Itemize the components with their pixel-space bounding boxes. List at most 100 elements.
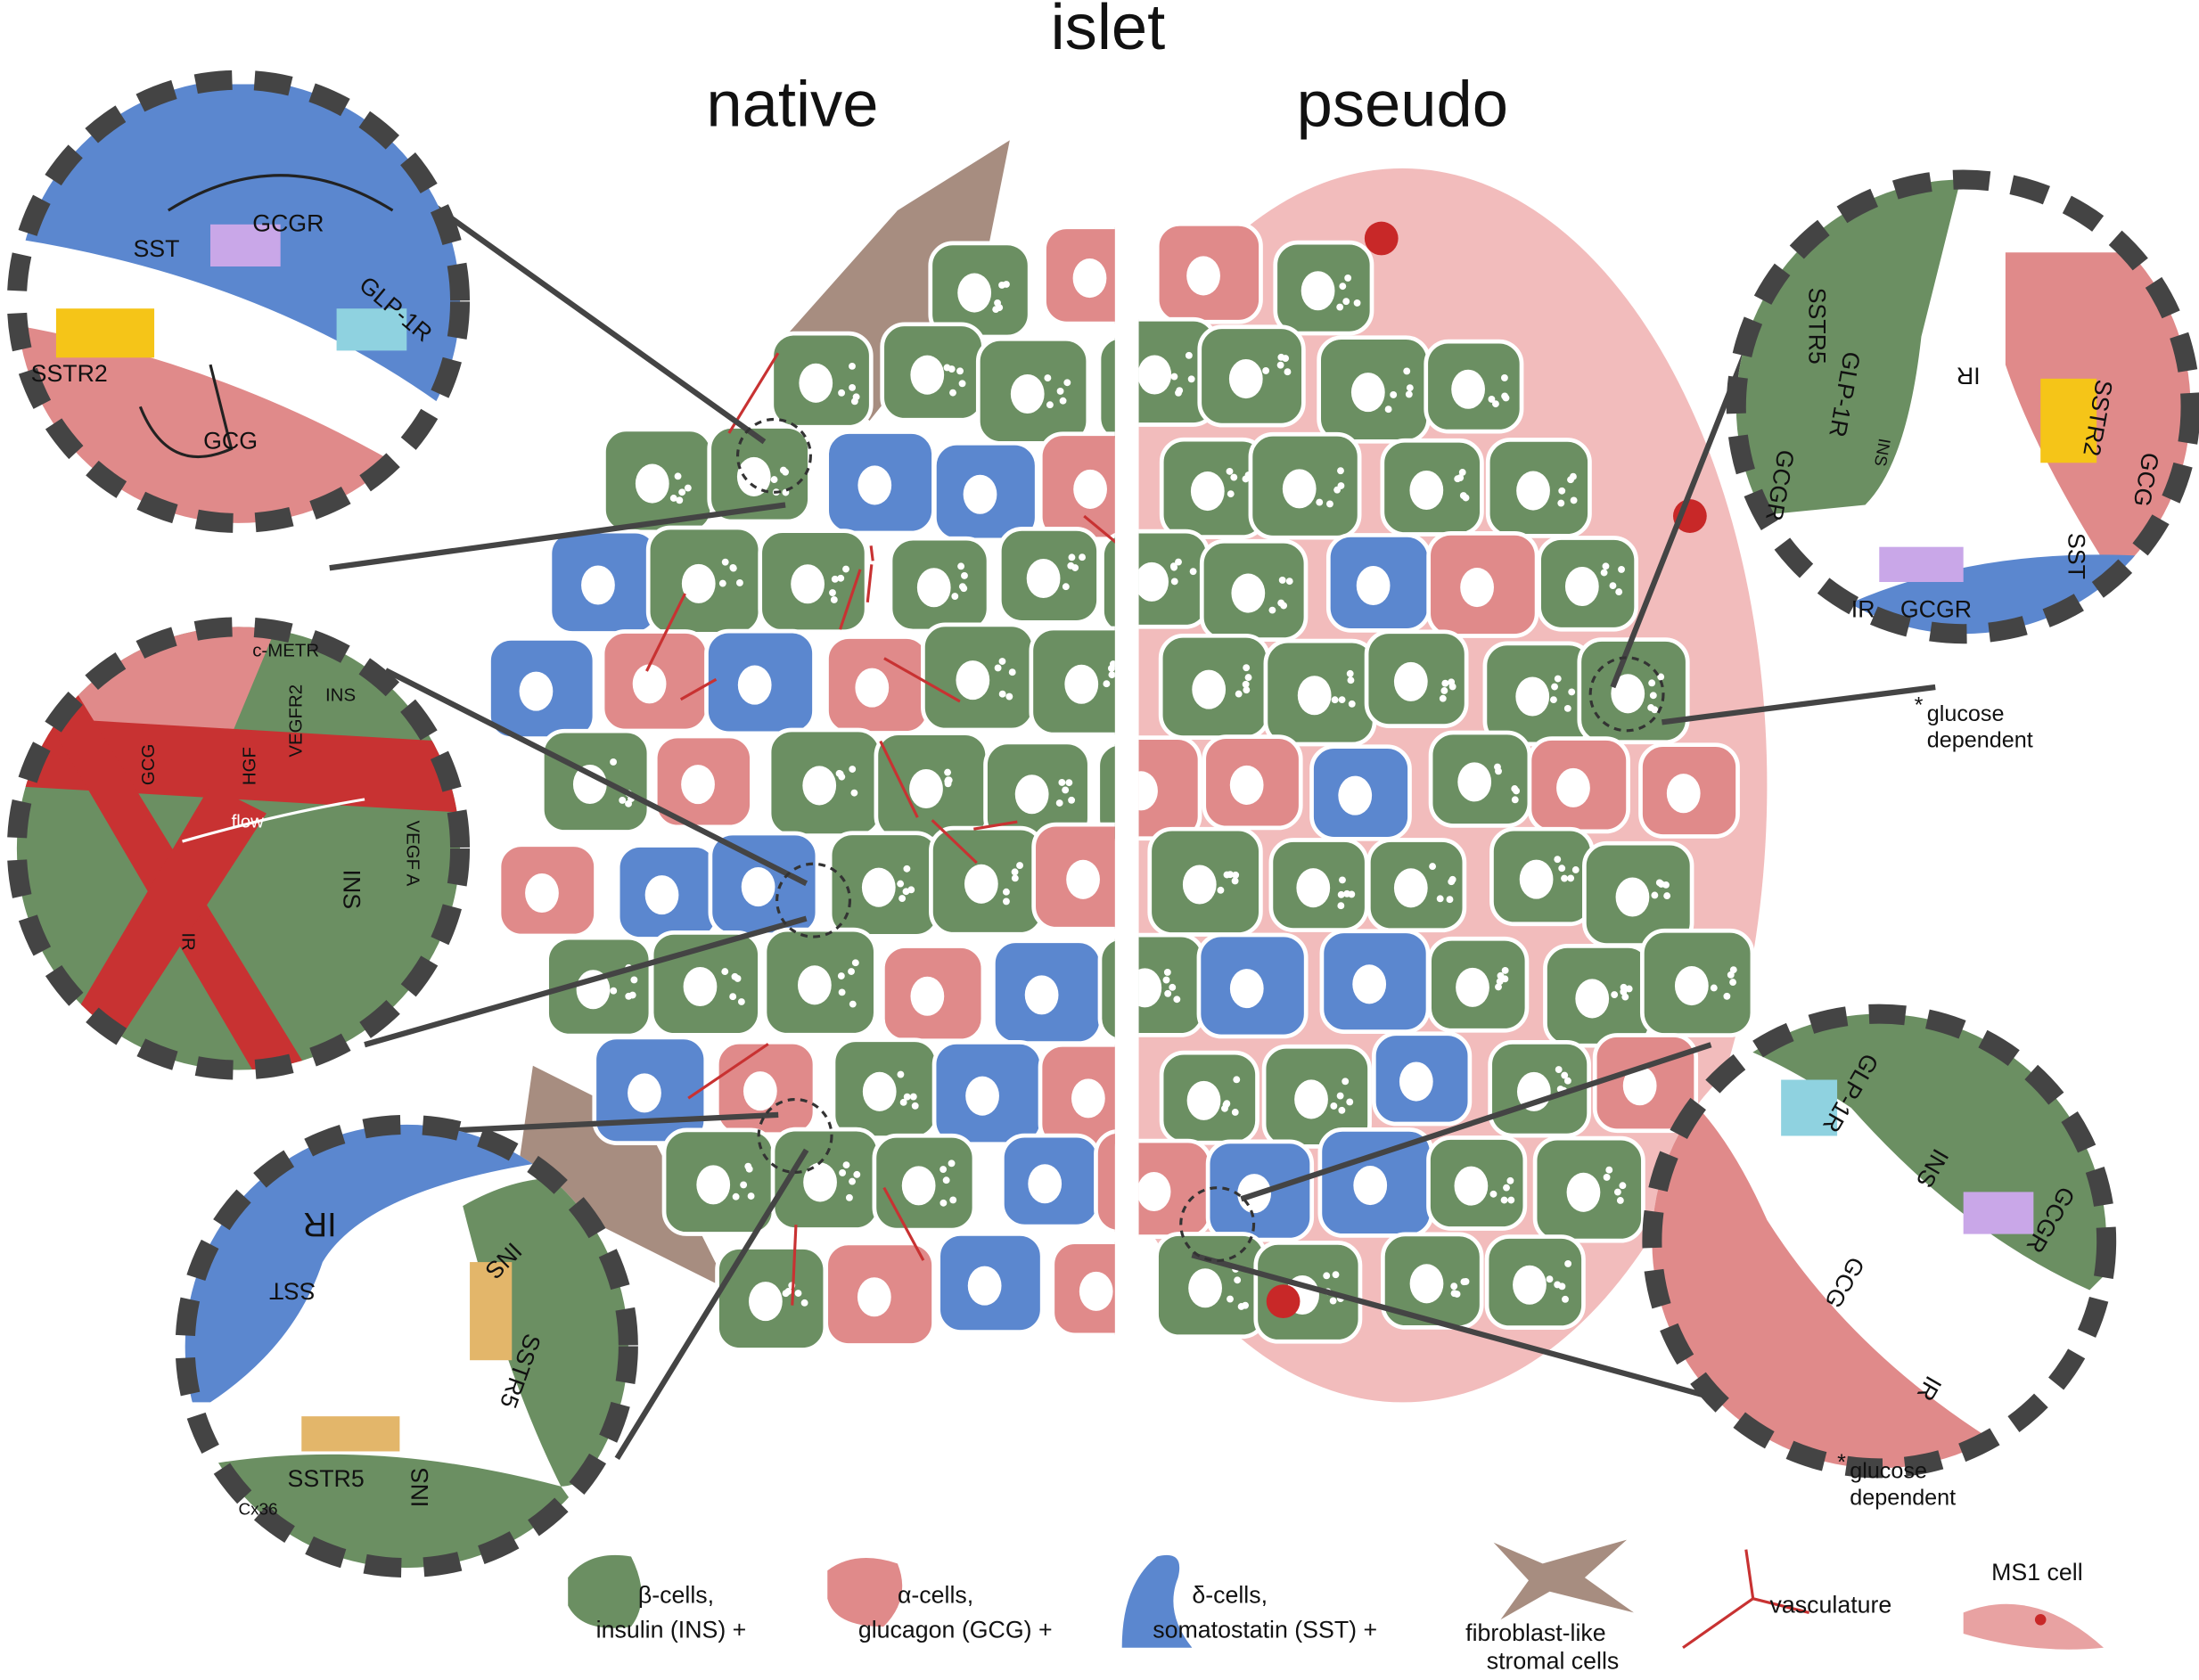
granule <box>1332 1271 1340 1279</box>
nucleus <box>964 864 998 904</box>
granule <box>1336 303 1344 311</box>
granule <box>898 895 907 903</box>
granule <box>1062 583 1070 591</box>
granule <box>1235 690 1243 698</box>
label: SSTR5 <box>1804 288 1831 365</box>
granule <box>1175 558 1182 566</box>
granule <box>1044 374 1052 382</box>
nucleus <box>1513 1265 1547 1305</box>
granule <box>740 1181 748 1189</box>
nucleus <box>1190 471 1225 512</box>
granule <box>903 1093 911 1101</box>
cell <box>1100 533 1115 634</box>
cell <box>1138 735 1202 841</box>
granule <box>830 596 838 603</box>
granule <box>1103 680 1111 688</box>
nucleus <box>1515 676 1550 717</box>
nucleus <box>1182 865 1217 905</box>
granule <box>1242 1301 1250 1309</box>
footnote: glucose <box>1927 701 2005 726</box>
granule <box>960 585 968 593</box>
legend-label: α-cells, <box>898 1581 973 1608</box>
granule <box>1189 568 1197 576</box>
granule <box>1561 1071 1569 1079</box>
granule <box>610 987 618 995</box>
nucleus <box>910 976 945 1016</box>
nucleus <box>957 273 992 313</box>
granule <box>721 968 729 976</box>
granule <box>1336 1092 1344 1100</box>
granule <box>849 1000 857 1008</box>
label: INS <box>338 870 365 910</box>
granule <box>1489 1190 1497 1198</box>
granule <box>1500 1196 1508 1204</box>
granule <box>849 766 857 773</box>
granule <box>1337 890 1345 898</box>
granule <box>1648 679 1656 687</box>
nucleus <box>644 875 679 915</box>
vessel <box>973 820 1018 831</box>
granule <box>848 968 855 975</box>
granule <box>951 593 959 600</box>
granule <box>734 974 742 982</box>
granule <box>1502 394 1510 402</box>
legend-label: δ-cells, <box>1192 1581 1268 1608</box>
nucleus <box>1294 1079 1328 1119</box>
vessel <box>883 657 961 703</box>
granule <box>1163 968 1171 976</box>
inset-border <box>6 617 471 1080</box>
nucleus <box>1138 1171 1171 1211</box>
granule <box>961 571 968 579</box>
label: IR <box>178 932 199 950</box>
nucleus <box>855 668 890 708</box>
granule <box>1056 388 1064 395</box>
nucleus <box>628 1073 661 1113</box>
vessel <box>1083 514 1115 544</box>
granule <box>903 865 911 873</box>
granule <box>1046 401 1054 409</box>
nucleus <box>1064 664 1099 704</box>
granule <box>1603 1173 1611 1181</box>
cell <box>1096 335 1115 442</box>
granule <box>1651 891 1659 899</box>
granule <box>1011 874 1019 882</box>
nucleus <box>1456 967 1489 1007</box>
label: SST <box>269 1278 316 1305</box>
granule <box>851 959 859 967</box>
footnote: dependent <box>1927 728 2033 753</box>
nucleus <box>1666 774 1701 814</box>
granule <box>1227 1295 1234 1303</box>
granule <box>721 558 729 566</box>
granule <box>944 768 952 776</box>
granule <box>684 484 692 492</box>
granule <box>1169 983 1177 991</box>
granule <box>1620 983 1628 991</box>
nucleus <box>1350 373 1385 413</box>
granule <box>949 1196 957 1204</box>
nucleus <box>1073 469 1107 509</box>
granule <box>1222 1101 1230 1109</box>
nucleus <box>1138 355 1172 395</box>
inset-border <box>1726 169 2199 644</box>
granule <box>1330 1102 1338 1110</box>
granule <box>1278 576 1286 584</box>
granule <box>1729 979 1737 987</box>
inset <box>1652 1013 2107 1469</box>
zoom-marks <box>736 417 1665 1263</box>
granule <box>1233 1076 1241 1084</box>
granule <box>1563 1077 1571 1085</box>
granule <box>745 1165 753 1173</box>
granule <box>1390 391 1398 398</box>
nucleus <box>681 563 716 603</box>
granule <box>1346 669 1354 677</box>
granule <box>1002 888 1010 896</box>
vessel <box>931 819 978 865</box>
nucleus <box>803 1162 837 1202</box>
granule <box>1164 989 1172 997</box>
nucleus <box>1353 1166 1388 1206</box>
nucleus <box>1228 359 1263 399</box>
granule <box>718 579 726 587</box>
granule <box>1230 473 1238 481</box>
granule <box>630 976 638 984</box>
granule <box>1343 889 1351 897</box>
